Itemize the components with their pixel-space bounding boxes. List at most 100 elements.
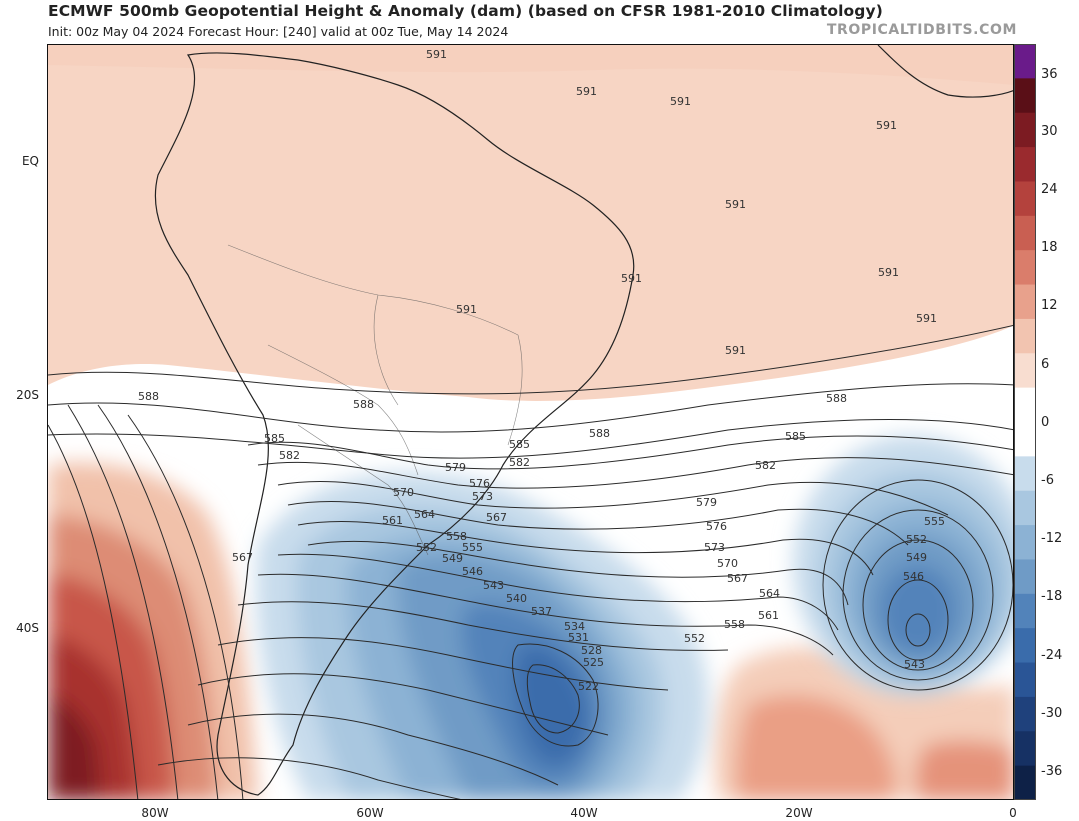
svg-text:591: 591 — [878, 266, 899, 279]
svg-text:546: 546 — [462, 565, 483, 578]
svg-text:585: 585 — [785, 430, 806, 443]
svg-text:558: 558 — [446, 530, 467, 543]
lon-label-40w: 40W — [570, 806, 598, 820]
colorbar-tick: 6 — [1041, 357, 1050, 372]
lon-label-80w: 80W — [141, 806, 169, 820]
svg-text:561: 561 — [758, 609, 779, 622]
svg-text:570: 570 — [717, 557, 738, 570]
svg-text:591: 591 — [456, 303, 477, 316]
colorbar-tick: -12 — [1041, 531, 1063, 546]
svg-text:525: 525 — [583, 656, 604, 669]
height-contours — [48, 324, 1013, 799]
chart-title: ECMWF 500mb Geopotential Height & Anomal… — [48, 2, 883, 20]
svg-text:582: 582 — [509, 456, 530, 469]
svg-text:567: 567 — [727, 572, 748, 585]
svg-text:591: 591 — [670, 95, 691, 108]
colorbar-tick: -6 — [1041, 473, 1054, 488]
colorbar-tick: 18 — [1041, 240, 1058, 255]
svg-text:546: 546 — [903, 570, 924, 583]
colorbar-swatch — [1014, 353, 1036, 389]
colorbar-tick: 30 — [1041, 124, 1058, 139]
positive-anomaly-southwest — [48, 462, 258, 799]
colorbar-tick: -18 — [1041, 589, 1063, 604]
colorbar-swatch — [1014, 215, 1036, 251]
colorbar-tick: -30 — [1041, 706, 1063, 721]
colorbar-tick: 36 — [1041, 67, 1058, 82]
svg-text:567: 567 — [232, 551, 253, 564]
svg-text:588: 588 — [353, 398, 374, 411]
svg-text:588: 588 — [589, 427, 610, 440]
svg-text:588: 588 — [826, 392, 847, 405]
svg-text:570: 570 — [393, 486, 414, 499]
colorbar-swatch — [1014, 559, 1036, 595]
colorbar-swatch — [1014, 78, 1036, 114]
colorbar-swatch — [1014, 112, 1036, 148]
colorbar-tick: -36 — [1041, 764, 1063, 779]
colorbar-swatch — [1014, 696, 1036, 732]
svg-text:591: 591 — [916, 312, 937, 325]
positive-anomaly-north — [48, 45, 1013, 401]
svg-text:585: 585 — [509, 438, 530, 451]
weather-map: 591 591 591 591 591 591 591 591 591 591 … — [47, 44, 1014, 800]
colorbar-swatch — [1014, 731, 1036, 767]
colorbar-swatch — [1014, 387, 1036, 423]
lon-label-60w: 60W — [356, 806, 384, 820]
svg-text:549: 549 — [906, 551, 927, 564]
svg-text:591: 591 — [725, 198, 746, 211]
svg-text:564: 564 — [414, 508, 435, 521]
svg-text:588: 588 — [138, 390, 159, 403]
svg-text:555: 555 — [462, 541, 483, 554]
lat-label-40s: 40S — [16, 621, 39, 635]
lon-label-20w: 20W — [785, 806, 813, 820]
svg-text:558: 558 — [724, 618, 745, 631]
svg-text:561: 561 — [382, 514, 403, 527]
lat-label-20s: 20S — [16, 388, 39, 402]
colorbar-tick: -24 — [1041, 648, 1063, 663]
colorbar-swatch — [1014, 44, 1036, 79]
svg-text:531: 531 — [568, 631, 589, 644]
svg-text:582: 582 — [279, 449, 300, 462]
colorbar-swatch — [1014, 628, 1036, 664]
svg-text:591: 591 — [621, 272, 642, 285]
svg-text:576: 576 — [706, 520, 727, 533]
colorbar-tick: 24 — [1041, 182, 1058, 197]
svg-text:564: 564 — [759, 587, 780, 600]
svg-text:585: 585 — [264, 432, 285, 445]
colorbar-swatch — [1014, 593, 1036, 629]
site-brand: TROPICALTIDBITS.COM — [826, 22, 1017, 38]
svg-text:549: 549 — [442, 552, 463, 565]
lon-label-0: 0 — [1009, 806, 1017, 820]
svg-text:543: 543 — [904, 658, 925, 671]
colorbar-swatch — [1014, 284, 1036, 320]
svg-text:555: 555 — [924, 515, 945, 528]
svg-text:591: 591 — [426, 48, 447, 61]
svg-text:573: 573 — [472, 490, 493, 503]
svg-text:582: 582 — [755, 459, 776, 472]
negative-anomaly-trough — [256, 472, 709, 799]
colorbar-swatch — [1014, 181, 1036, 217]
anomaly-colorbar — [1014, 44, 1036, 801]
svg-text:537: 537 — [531, 605, 552, 618]
svg-text:543: 543 — [483, 579, 504, 592]
coastlines — [154, 45, 1013, 796]
svg-text:591: 591 — [576, 85, 597, 98]
svg-text:528: 528 — [581, 644, 602, 657]
svg-text:534: 534 — [564, 620, 585, 633]
svg-text:552: 552 — [416, 541, 437, 554]
colorbar-swatch — [1014, 525, 1036, 560]
svg-text:579: 579 — [696, 496, 717, 509]
svg-text:579: 579 — [445, 461, 466, 474]
svg-text:576: 576 — [469, 477, 490, 490]
svg-text:552: 552 — [906, 533, 927, 546]
svg-text:591: 591 — [725, 344, 746, 357]
colorbar-swatch — [1014, 250, 1036, 286]
svg-text:540: 540 — [506, 592, 527, 605]
colorbar-swatch — [1014, 147, 1036, 182]
colorbar-swatch — [1014, 318, 1036, 354]
colorbar-swatch — [1014, 662, 1036, 698]
svg-text:567: 567 — [486, 511, 507, 524]
lat-label-eq: EQ — [21, 154, 39, 168]
svg-text:522: 522 — [578, 680, 599, 693]
svg-text:573: 573 — [704, 541, 725, 554]
colorbar-swatch — [1014, 765, 1036, 801]
